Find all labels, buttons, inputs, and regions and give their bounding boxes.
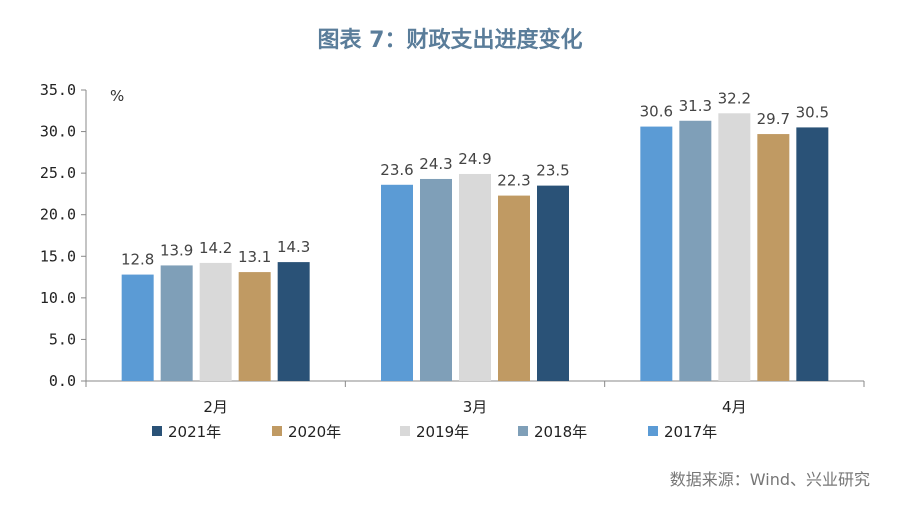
bar-2019年-2月	[199, 262, 232, 381]
y-axis-ticks: 0.0 5.0 10.0 15.0 20.0 25.0 30.0 35.0	[40, 81, 86, 390]
value-label: 14.3	[277, 238, 310, 256]
value-label: 23.5	[536, 162, 569, 180]
value-label: 13.1	[238, 248, 271, 266]
bar-2017年-3月	[381, 184, 413, 381]
value-label: 23.6	[380, 161, 413, 179]
legend-label: 2018年	[534, 423, 587, 441]
y-unit-label: %	[110, 87, 124, 105]
x-category-label: 4月	[722, 398, 747, 416]
source-note: 数据来源：Wind、兴业研究	[669, 470, 870, 489]
x-category-label: 3月	[463, 398, 488, 416]
value-label: 31.3	[679, 97, 712, 115]
legend-swatch	[518, 426, 528, 436]
value-label: 22.3	[497, 172, 530, 190]
legend-label: 2019年	[416, 423, 469, 441]
value-label: 24.9	[458, 150, 491, 168]
bar-2020年-2月	[238, 272, 271, 381]
y-tick-label: 35.0	[40, 81, 76, 99]
legend-label: 2021年	[168, 423, 221, 441]
bars	[121, 113, 829, 382]
value-label: 24.3	[419, 155, 452, 173]
bar-2018年-2月	[160, 265, 193, 381]
bar-2021年-2月	[277, 262, 310, 381]
bar-2021年-4月	[796, 127, 829, 382]
y-tick-label: 15.0	[40, 247, 76, 265]
legend-swatch	[152, 426, 162, 436]
bar-2019年-3月	[459, 173, 491, 381]
y-tick-label: 10.0	[40, 289, 76, 307]
legend-swatch	[400, 426, 410, 436]
legend-swatch	[648, 426, 658, 436]
bar-2021年-3月	[537, 185, 569, 381]
value-label: 30.6	[640, 103, 673, 121]
chart-title: 图表 7：财政支出进度变化	[317, 28, 583, 53]
value-label: 30.5	[796, 103, 829, 121]
bar-2018年-3月	[420, 178, 452, 381]
legend-label: 2017年	[664, 423, 717, 441]
category-labels: 2月 3月 4月	[85, 381, 865, 416]
legend-label: 2020年	[288, 423, 341, 441]
bar-2020年-4月	[757, 134, 790, 381]
value-label: 32.2	[718, 89, 751, 107]
y-tick-label: 5.0	[49, 330, 76, 348]
value-label: 14.2	[199, 239, 232, 257]
y-tick-label: 0.0	[49, 372, 76, 390]
y-tick-label: 20.0	[40, 206, 76, 224]
value-labels: 12.8 13.9 14.2 13.1 14.3 23.6 24.3 24.9 22.3 23.5…	[121, 89, 829, 268]
value-label: 12.8	[121, 251, 154, 269]
bar-2020年-3月	[498, 195, 530, 381]
legend-swatch	[272, 426, 282, 436]
y-tick-label: 30.0	[40, 123, 76, 141]
y-tick-label: 25.0	[40, 164, 76, 182]
bar-2017年-2月	[121, 274, 154, 381]
bar-2017年-4月	[640, 126, 673, 381]
bar-2019年-4月	[718, 113, 751, 381]
value-label: 29.7	[757, 110, 790, 128]
x-category-label: 2月	[203, 398, 228, 416]
legend: 2021年 2020年 2019年 2018年 2017年	[152, 423, 717, 441]
value-label: 13.9	[160, 241, 193, 259]
bar-2018年-4月	[679, 120, 712, 382]
